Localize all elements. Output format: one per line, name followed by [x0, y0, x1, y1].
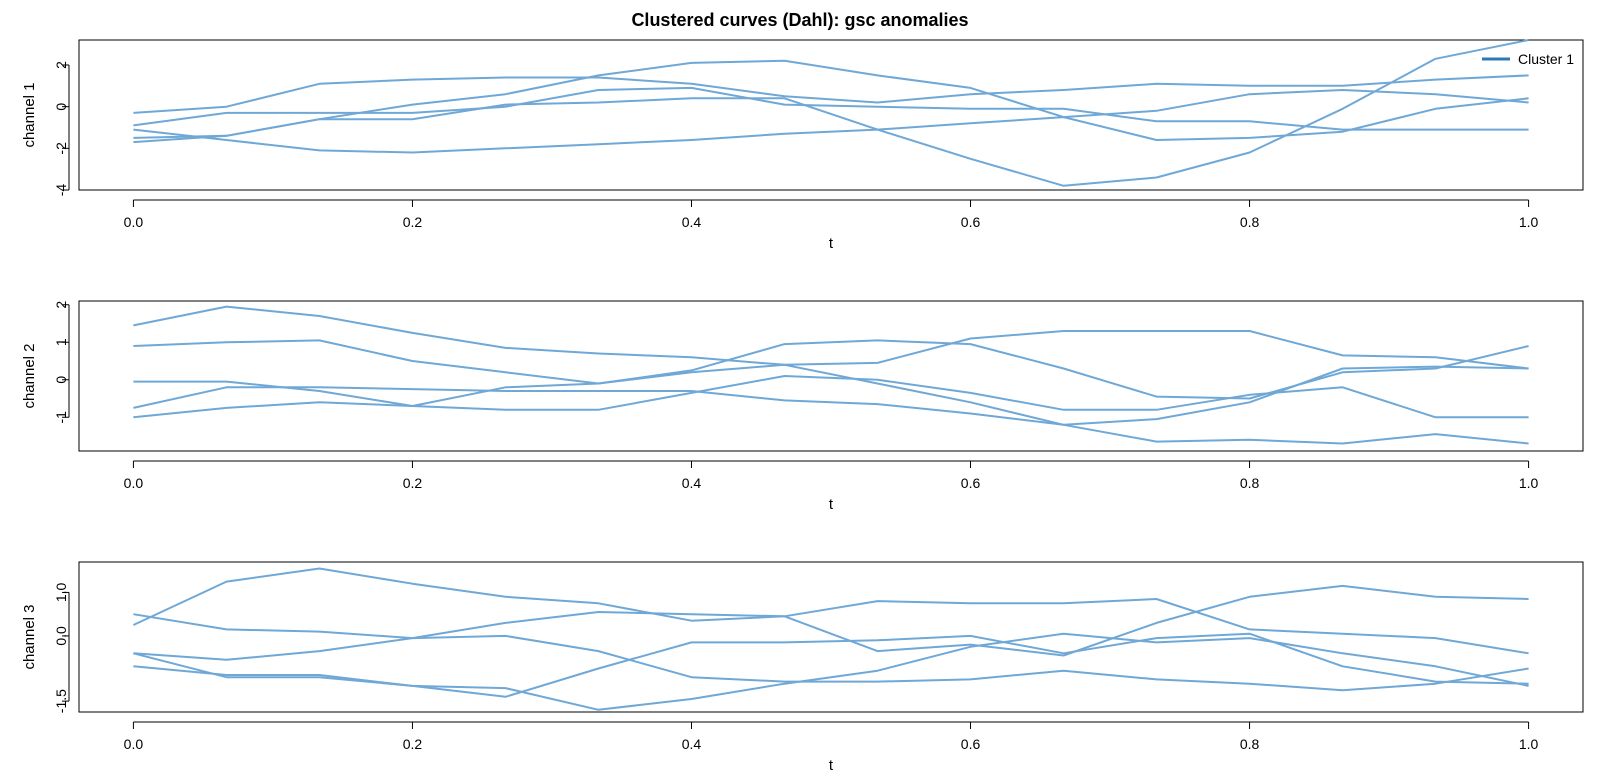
y-tick-label: -2 [53, 142, 69, 155]
x-tick-label: 1.0 [1519, 475, 1539, 491]
x-tick-label: 0.6 [961, 214, 981, 230]
panel-3: 0.0 0.2 0.4 0.6 0.8 1.0 t -1.5 0.0 1.0 channel 3 [21, 561, 1584, 774]
y-tick-label: 0 [53, 103, 69, 111]
x-axis-label: t [829, 235, 834, 252]
legend-label: Cluster 1 [1518, 51, 1574, 67]
y-axis-label: channel 2 [21, 343, 38, 408]
y-tick-label: -1 [53, 411, 69, 424]
series-line [133, 39, 1529, 187]
x-tick-label: 0.2 [403, 214, 423, 230]
series-line [133, 89, 1529, 154]
chart-title: Clustered curves (Dahl): gsc anomalies [631, 10, 968, 30]
x-tick-label: 0.6 [961, 475, 981, 491]
x-tick-label: 0.4 [682, 736, 702, 752]
y-tick-label: 2 [53, 301, 69, 309]
series-line [133, 632, 1529, 698]
series-line [133, 330, 1529, 407]
y-tick-label: 2 [53, 61, 69, 69]
x-tick-label: 1.0 [1519, 214, 1539, 230]
panel-1: 0.0 0.2 0.4 0.6 0.8 1.0 t -4 -2 0 2 channel 1 Cluste… [21, 39, 1584, 252]
series-line [133, 74, 1529, 114]
x-tick-label: 0.8 [1240, 475, 1260, 491]
x-tick-label: 0.0 [124, 475, 144, 491]
panels: 0.0 0.2 0.4 0.6 0.8 1.0 t -4 -2 0 2 channel 1 Cluste… [21, 39, 1584, 774]
x-axis-label: t [829, 757, 834, 774]
x-tick-label: 0.4 [682, 475, 702, 491]
x-axis-label: t [829, 496, 834, 513]
y-tick-label: -4 [53, 184, 69, 197]
series-line [133, 305, 1529, 445]
x-tick-label: 0.0 [124, 736, 144, 752]
x-tick-label: 0.2 [403, 736, 423, 752]
x-tick-label: 1.0 [1519, 736, 1539, 752]
plot-frame [78, 300, 1584, 452]
series-line [133, 365, 1529, 426]
series-line [132, 567, 1529, 657]
y-tick-label: 1.0 [53, 582, 69, 602]
x-tick-label: 0.0 [124, 214, 144, 230]
y-tick-label: 0 [53, 376, 69, 384]
legend: Cluster 1 [1482, 51, 1574, 67]
y-tick-label: 0.0 [53, 626, 69, 646]
plot-frame [78, 561, 1584, 713]
y-axis-label: channel 3 [21, 604, 38, 669]
y-axis-label: channel 1 [21, 82, 38, 147]
series-line [133, 59, 1529, 144]
x-tick-label: 0.2 [403, 475, 423, 491]
x-tick-label: 0.4 [682, 214, 702, 230]
x-tick-label: 0.8 [1240, 736, 1260, 752]
y-tick-label: -1.5 [53, 689, 69, 713]
series-line [133, 632, 1529, 711]
y-tick-label: 1 [53, 338, 69, 346]
panel-2: 0.0 0.2 0.4 0.6 0.8 1.0 t -1 0 1 2 channel 2 [21, 300, 1584, 513]
plot-frame [78, 39, 1584, 191]
x-tick-label: 0.6 [961, 736, 981, 752]
series-line [133, 375, 1529, 419]
series-line [133, 598, 1529, 661]
x-tick-label: 0.8 [1240, 214, 1260, 230]
series-line [133, 613, 1529, 692]
series-line [133, 86, 1529, 131]
